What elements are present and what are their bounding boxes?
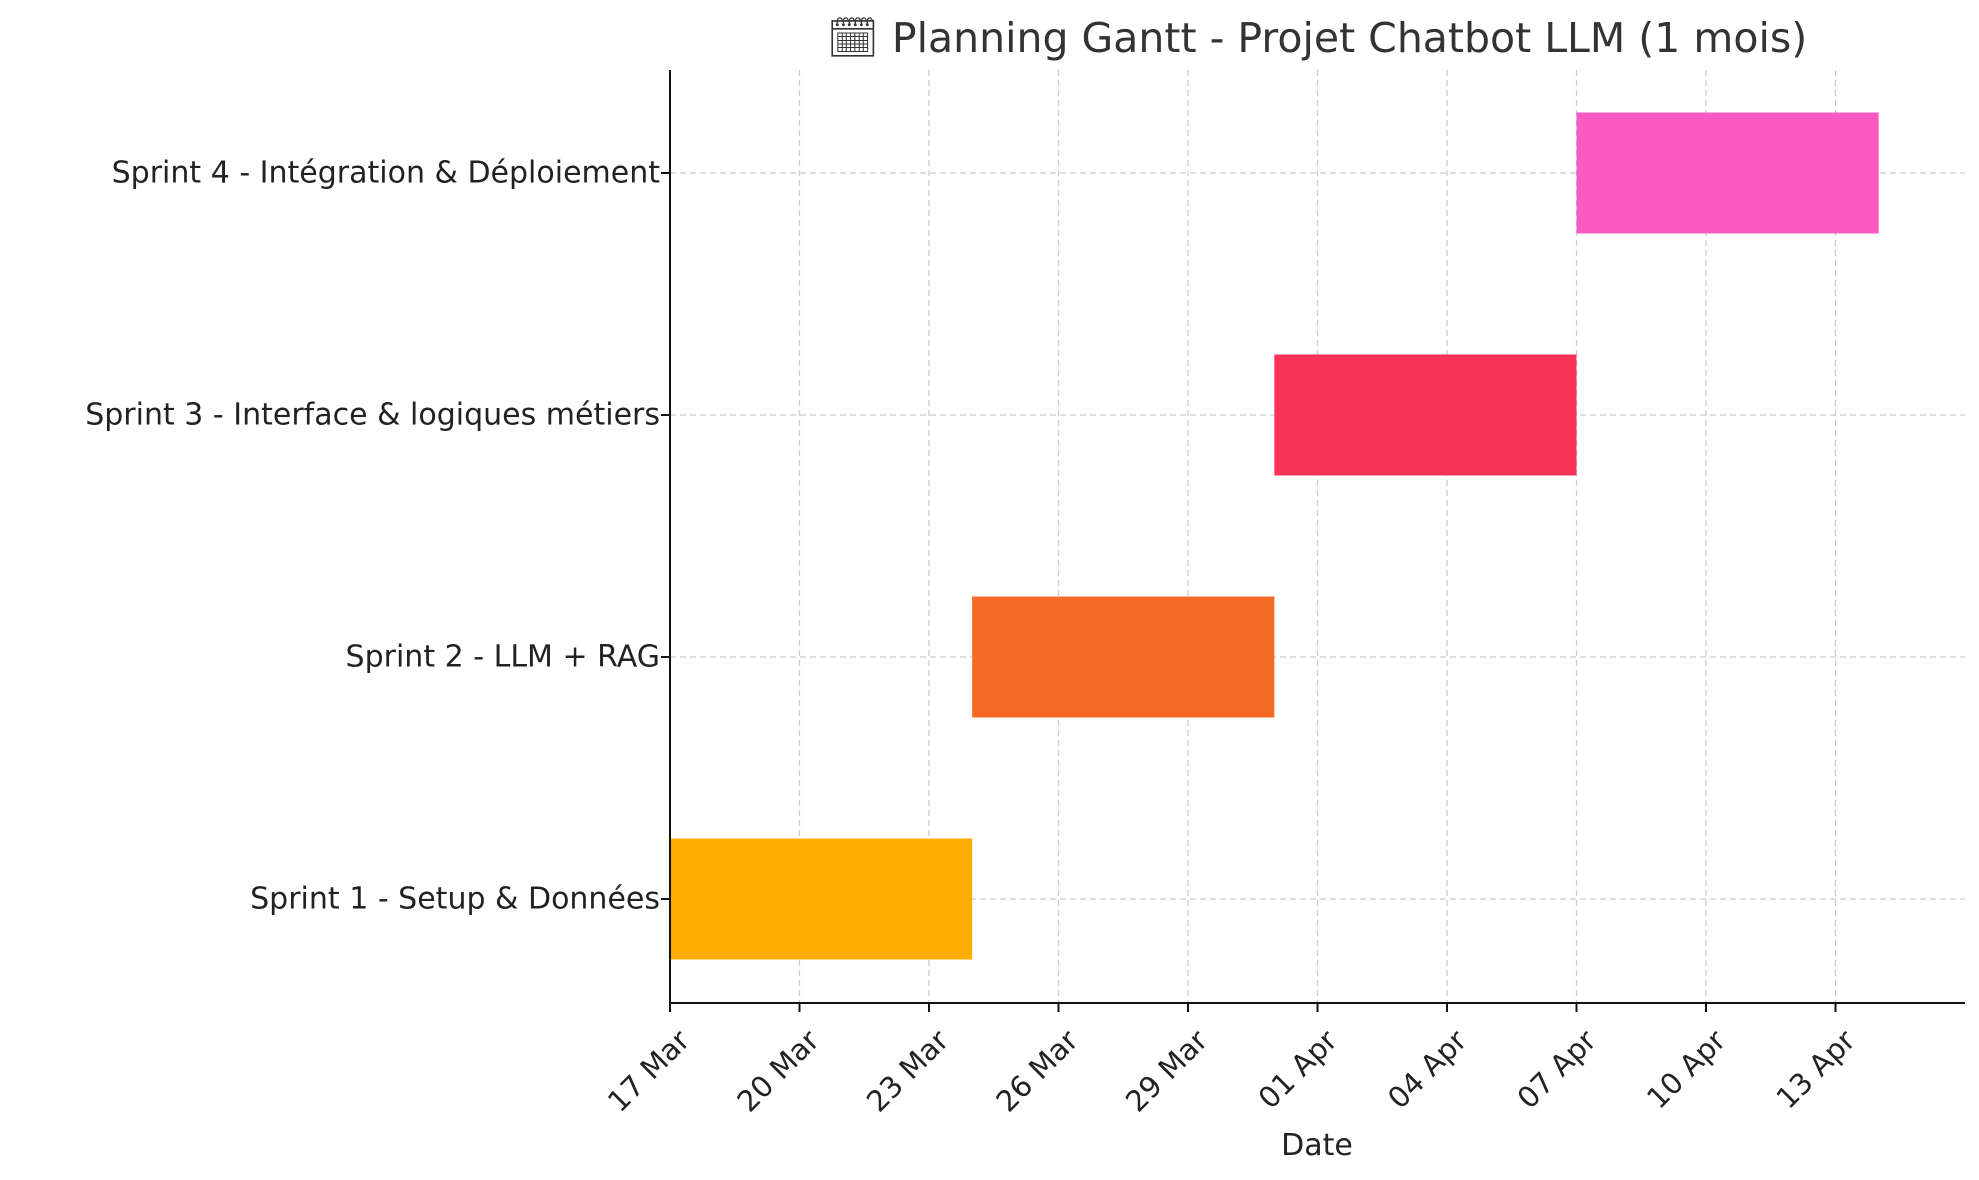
x-tick-label: 29 Mar xyxy=(1119,1023,1214,1118)
x-axis-label: Date xyxy=(1281,1128,1353,1163)
task-bar-sprint-1 xyxy=(670,838,973,960)
task-bar-sprint-2 xyxy=(972,596,1275,718)
chart-title: 🗓 Planning Gantt - Projet Chatbot LLM (1… xyxy=(827,14,1807,62)
y-tick-label: Sprint 2 - LLM + RAG xyxy=(346,640,660,675)
x-tick-label: 10 Apr xyxy=(1640,1023,1732,1115)
task-bar-sprint-4 xyxy=(1576,112,1879,234)
x-tick-label: 07 Apr xyxy=(1511,1023,1603,1115)
x-tick-label: 20 Mar xyxy=(730,1023,825,1118)
y-tick-label: Sprint 1 - Setup & Données xyxy=(250,882,660,917)
y-tick-label: Sprint 3 - Interface & logiques métiers xyxy=(85,398,660,433)
x-tick-label: 23 Mar xyxy=(860,1023,955,1118)
x-tick-label: 04 Apr xyxy=(1381,1023,1473,1115)
x-tick-label: 01 Apr xyxy=(1252,1023,1344,1115)
x-tick-label: 17 Mar xyxy=(601,1023,696,1118)
x-tick-label: 13 Apr xyxy=(1770,1023,1862,1115)
y-tick-label: Sprint 4 - Intégration & Déploiement xyxy=(112,156,661,191)
task-bar-sprint-3 xyxy=(1274,354,1577,476)
x-tick-labels: 17 Mar 20 Mar 23 Mar 26 Mar 29 Mar 01 Apr 04 A… xyxy=(601,1023,1862,1118)
x-tick-label: 26 Mar xyxy=(989,1023,1084,1118)
axes xyxy=(661,70,1965,1012)
task-bars xyxy=(670,112,1879,960)
y-tick-labels: Sprint 1 - Setup & Données Sprint 2 - LLM… xyxy=(85,156,660,917)
